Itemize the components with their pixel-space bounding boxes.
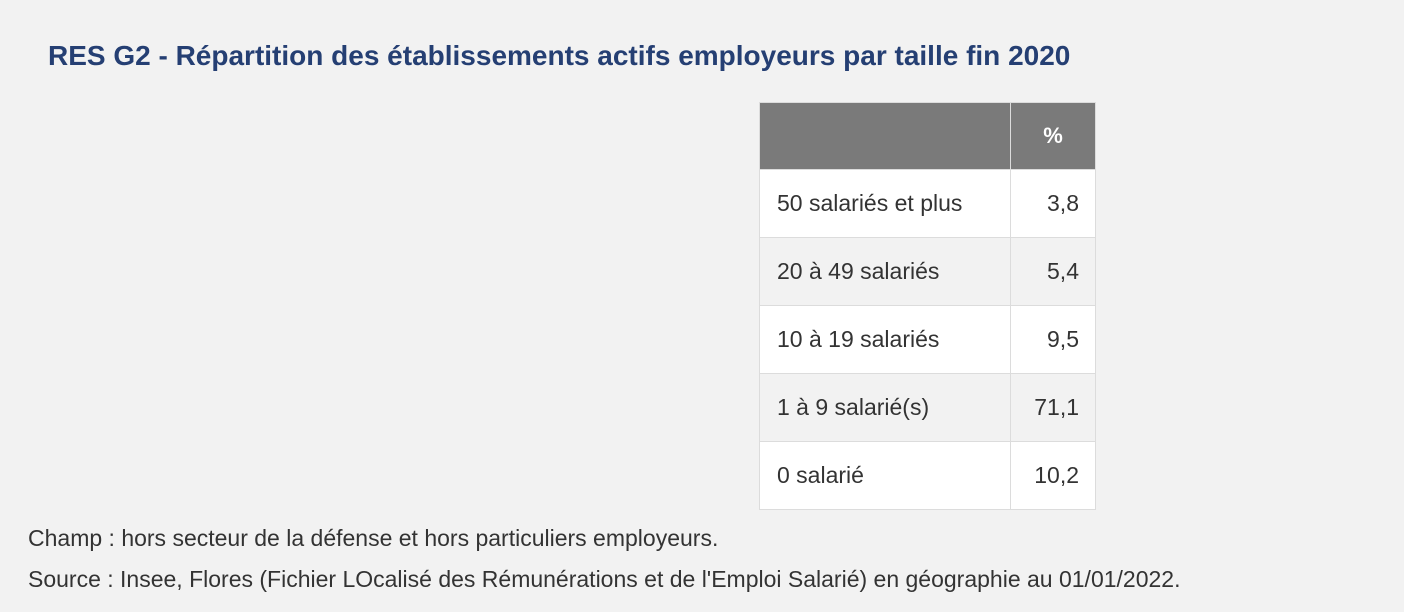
- row-percent-value: 9,5: [1010, 305, 1096, 374]
- table-row: 1 à 9 salarié(s) 71,1: [759, 373, 1096, 442]
- distribution-table: % 50 salariés et plus 3,8 20 à 49 salariés…: [759, 102, 1096, 510]
- table-row: 50 salariés et plus 3,8: [759, 169, 1096, 238]
- row-category-label: 20 à 49 salariés: [759, 237, 1011, 306]
- table-body: 50 salariés et plus 3,8 20 à 49 salariés 5,…: [759, 169, 1096, 510]
- row-percent-value: 10,2: [1010, 441, 1096, 510]
- row-category-label: 1 à 9 salarié(s): [759, 373, 1011, 442]
- table-header-row: %: [759, 102, 1096, 170]
- table-row: 20 à 49 salariés 5,4: [759, 237, 1096, 306]
- row-percent-value: 71,1: [1010, 373, 1096, 442]
- chart-title: RES G2 - Répartition des établissements …: [48, 40, 1071, 71]
- table-header-percent: %: [1010, 102, 1096, 170]
- row-percent-value: 3,8: [1010, 169, 1096, 238]
- scope-note: Champ : hors secteur de la défense et ho…: [28, 525, 719, 551]
- row-percent-value: 5,4: [1010, 237, 1096, 306]
- table-row: 10 à 19 salariés 9,5: [759, 305, 1096, 374]
- row-category-label: 10 à 19 salariés: [759, 305, 1011, 374]
- row-category-label: 50 salariés et plus: [759, 169, 1011, 238]
- table-row: 0 salarié 10,2: [759, 441, 1096, 510]
- table-header-category: [759, 102, 1011, 170]
- source-note: Source : Insee, Flores (Fichier LOcalisé…: [28, 566, 1181, 592]
- row-category-label: 0 salarié: [759, 441, 1011, 510]
